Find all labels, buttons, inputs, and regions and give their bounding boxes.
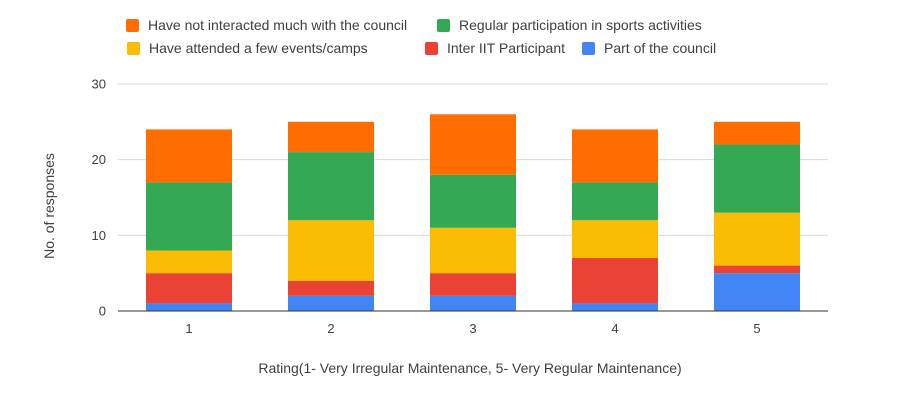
bar-segment: [572, 258, 658, 304]
bar-segment: [146, 129, 232, 183]
bar-segment: [288, 152, 374, 221]
bar-segment: [430, 273, 516, 296]
bar-segment: [430, 114, 516, 175]
bar-segment: [572, 220, 658, 259]
bar-segment: [288, 280, 374, 296]
legend-label: Have not interacted much with the counci…: [148, 17, 407, 33]
bar-segment: [288, 220, 374, 281]
bar-segment: [288, 121, 374, 153]
x-tick-label: 2: [327, 321, 334, 336]
y-tick-label: 30: [92, 77, 106, 92]
legend-swatch: [126, 19, 139, 32]
y-axis-title: No. of responses: [41, 153, 57, 259]
bar-segment: [572, 182, 658, 221]
axes: 0 10 20 30 1 2 3 4 5: [92, 77, 828, 336]
bar-segment: [146, 250, 232, 274]
legend-label: Inter IIT Participant: [447, 40, 565, 56]
y-tick-label: 10: [92, 228, 106, 243]
bar-segment: [430, 174, 516, 228]
legend: Have not interacted much with the counci…: [126, 17, 716, 56]
bar-segment: [714, 121, 800, 145]
bar-segment: [146, 273, 232, 304]
bar-segment: [146, 303, 232, 311]
legend-swatch: [437, 19, 450, 32]
bar-segment: [714, 273, 800, 311]
bar-segment: [714, 265, 800, 274]
x-axis-title: Rating(1- Very Irregular Maintenance, 5-…: [258, 360, 681, 376]
bar-segment: [430, 227, 516, 274]
legend-swatch: [127, 42, 140, 55]
y-tick-label: 0: [99, 304, 106, 319]
legend-label: Regular participation in sports activiti…: [459, 17, 702, 33]
legend-label: Have attended a few events/camps: [149, 40, 368, 56]
bar-segment: [572, 129, 658, 183]
bar-segment: [430, 295, 516, 311]
x-tick-label: 4: [611, 321, 618, 336]
x-tick-label: 5: [753, 321, 760, 336]
y-tick-label: 20: [92, 152, 106, 167]
bar-segment: [714, 212, 800, 266]
bar-segment: [146, 182, 232, 251]
bar-segment: [288, 295, 374, 311]
legend-label: Part of the council: [604, 40, 716, 56]
legend-swatch: [582, 42, 595, 55]
x-tick-label: 1: [185, 321, 192, 336]
bar-segment: [572, 303, 658, 311]
bar-segment: [714, 144, 800, 213]
x-tick-label: 3: [469, 321, 476, 336]
legend-swatch: [425, 42, 438, 55]
bars: [146, 114, 800, 311]
